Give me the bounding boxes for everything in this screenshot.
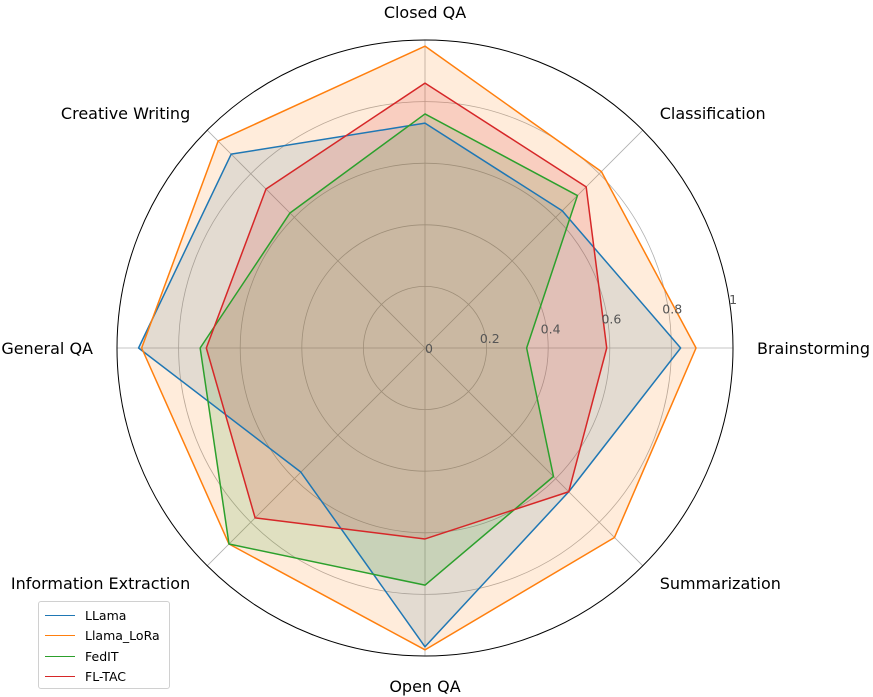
spoke-line bbox=[206, 347, 426, 567]
legend: LLama Llama_LoRa FedIT FL-TAC bbox=[38, 601, 170, 689]
axis-labels: Brainstorming Classification Closed QA Crea… bbox=[1, 3, 870, 696]
axis-label: Brainstorming bbox=[757, 339, 870, 358]
legend-item: Llama_LoRa bbox=[45, 626, 169, 647]
series-fill-1 bbox=[141, 46, 697, 650]
legend-swatch bbox=[45, 614, 75, 616]
radial-tick-label: 0.6 bbox=[601, 312, 621, 327]
legend-label: Llama_LoRa bbox=[85, 628, 160, 644]
series-line-0 bbox=[137, 122, 682, 648]
outer-circle bbox=[116, 39, 734, 657]
legend-item: FedIT bbox=[45, 646, 169, 667]
grid bbox=[116, 39, 734, 657]
axis-label: Open QA bbox=[389, 677, 460, 696]
axis-label: Classification bbox=[660, 104, 766, 123]
legend-swatch bbox=[45, 635, 75, 637]
axis-label: Information Extraction bbox=[11, 574, 190, 593]
series-line-2 bbox=[199, 113, 579, 586]
axis-label: Creative Writing bbox=[61, 104, 190, 123]
legend-label: LLama bbox=[85, 607, 127, 623]
radial-tick-label: 0.8 bbox=[662, 302, 682, 317]
radial-tick-label: 0.4 bbox=[541, 321, 561, 336]
legend-label: FedIT bbox=[85, 648, 119, 664]
axis-label: General QA bbox=[1, 339, 93, 358]
legend-label: FL-TAC bbox=[85, 669, 127, 685]
series-fills bbox=[138, 46, 697, 650]
legend-swatch bbox=[45, 676, 75, 678]
grid-circle bbox=[301, 224, 549, 472]
spoke-line bbox=[424, 347, 644, 567]
spoke-line bbox=[206, 129, 426, 349]
legend-swatch bbox=[45, 655, 75, 657]
legend-item: LLama bbox=[45, 605, 169, 626]
legend-item: FL-TAC bbox=[45, 667, 169, 688]
radial-tick-label: 0 bbox=[425, 341, 433, 356]
series-line-3 bbox=[205, 82, 608, 540]
series-fill-3 bbox=[206, 83, 607, 539]
radial-tick-label: 0.2 bbox=[480, 331, 500, 346]
radial-tick-labels: 0 0.2 0.4 0.6 0.8 1 bbox=[425, 292, 737, 356]
series-fill-0 bbox=[138, 123, 681, 647]
radial-tick-label: 1 bbox=[729, 292, 737, 307]
series-line-1 bbox=[140, 45, 697, 651]
series-lines bbox=[137, 45, 697, 651]
axis-label: Summarization bbox=[660, 574, 781, 593]
grid-circle bbox=[239, 162, 611, 534]
spoke-line bbox=[424, 129, 644, 349]
axis-label: Closed QA bbox=[384, 3, 466, 22]
grid-circle bbox=[178, 101, 672, 595]
grid-circle bbox=[362, 285, 487, 410]
